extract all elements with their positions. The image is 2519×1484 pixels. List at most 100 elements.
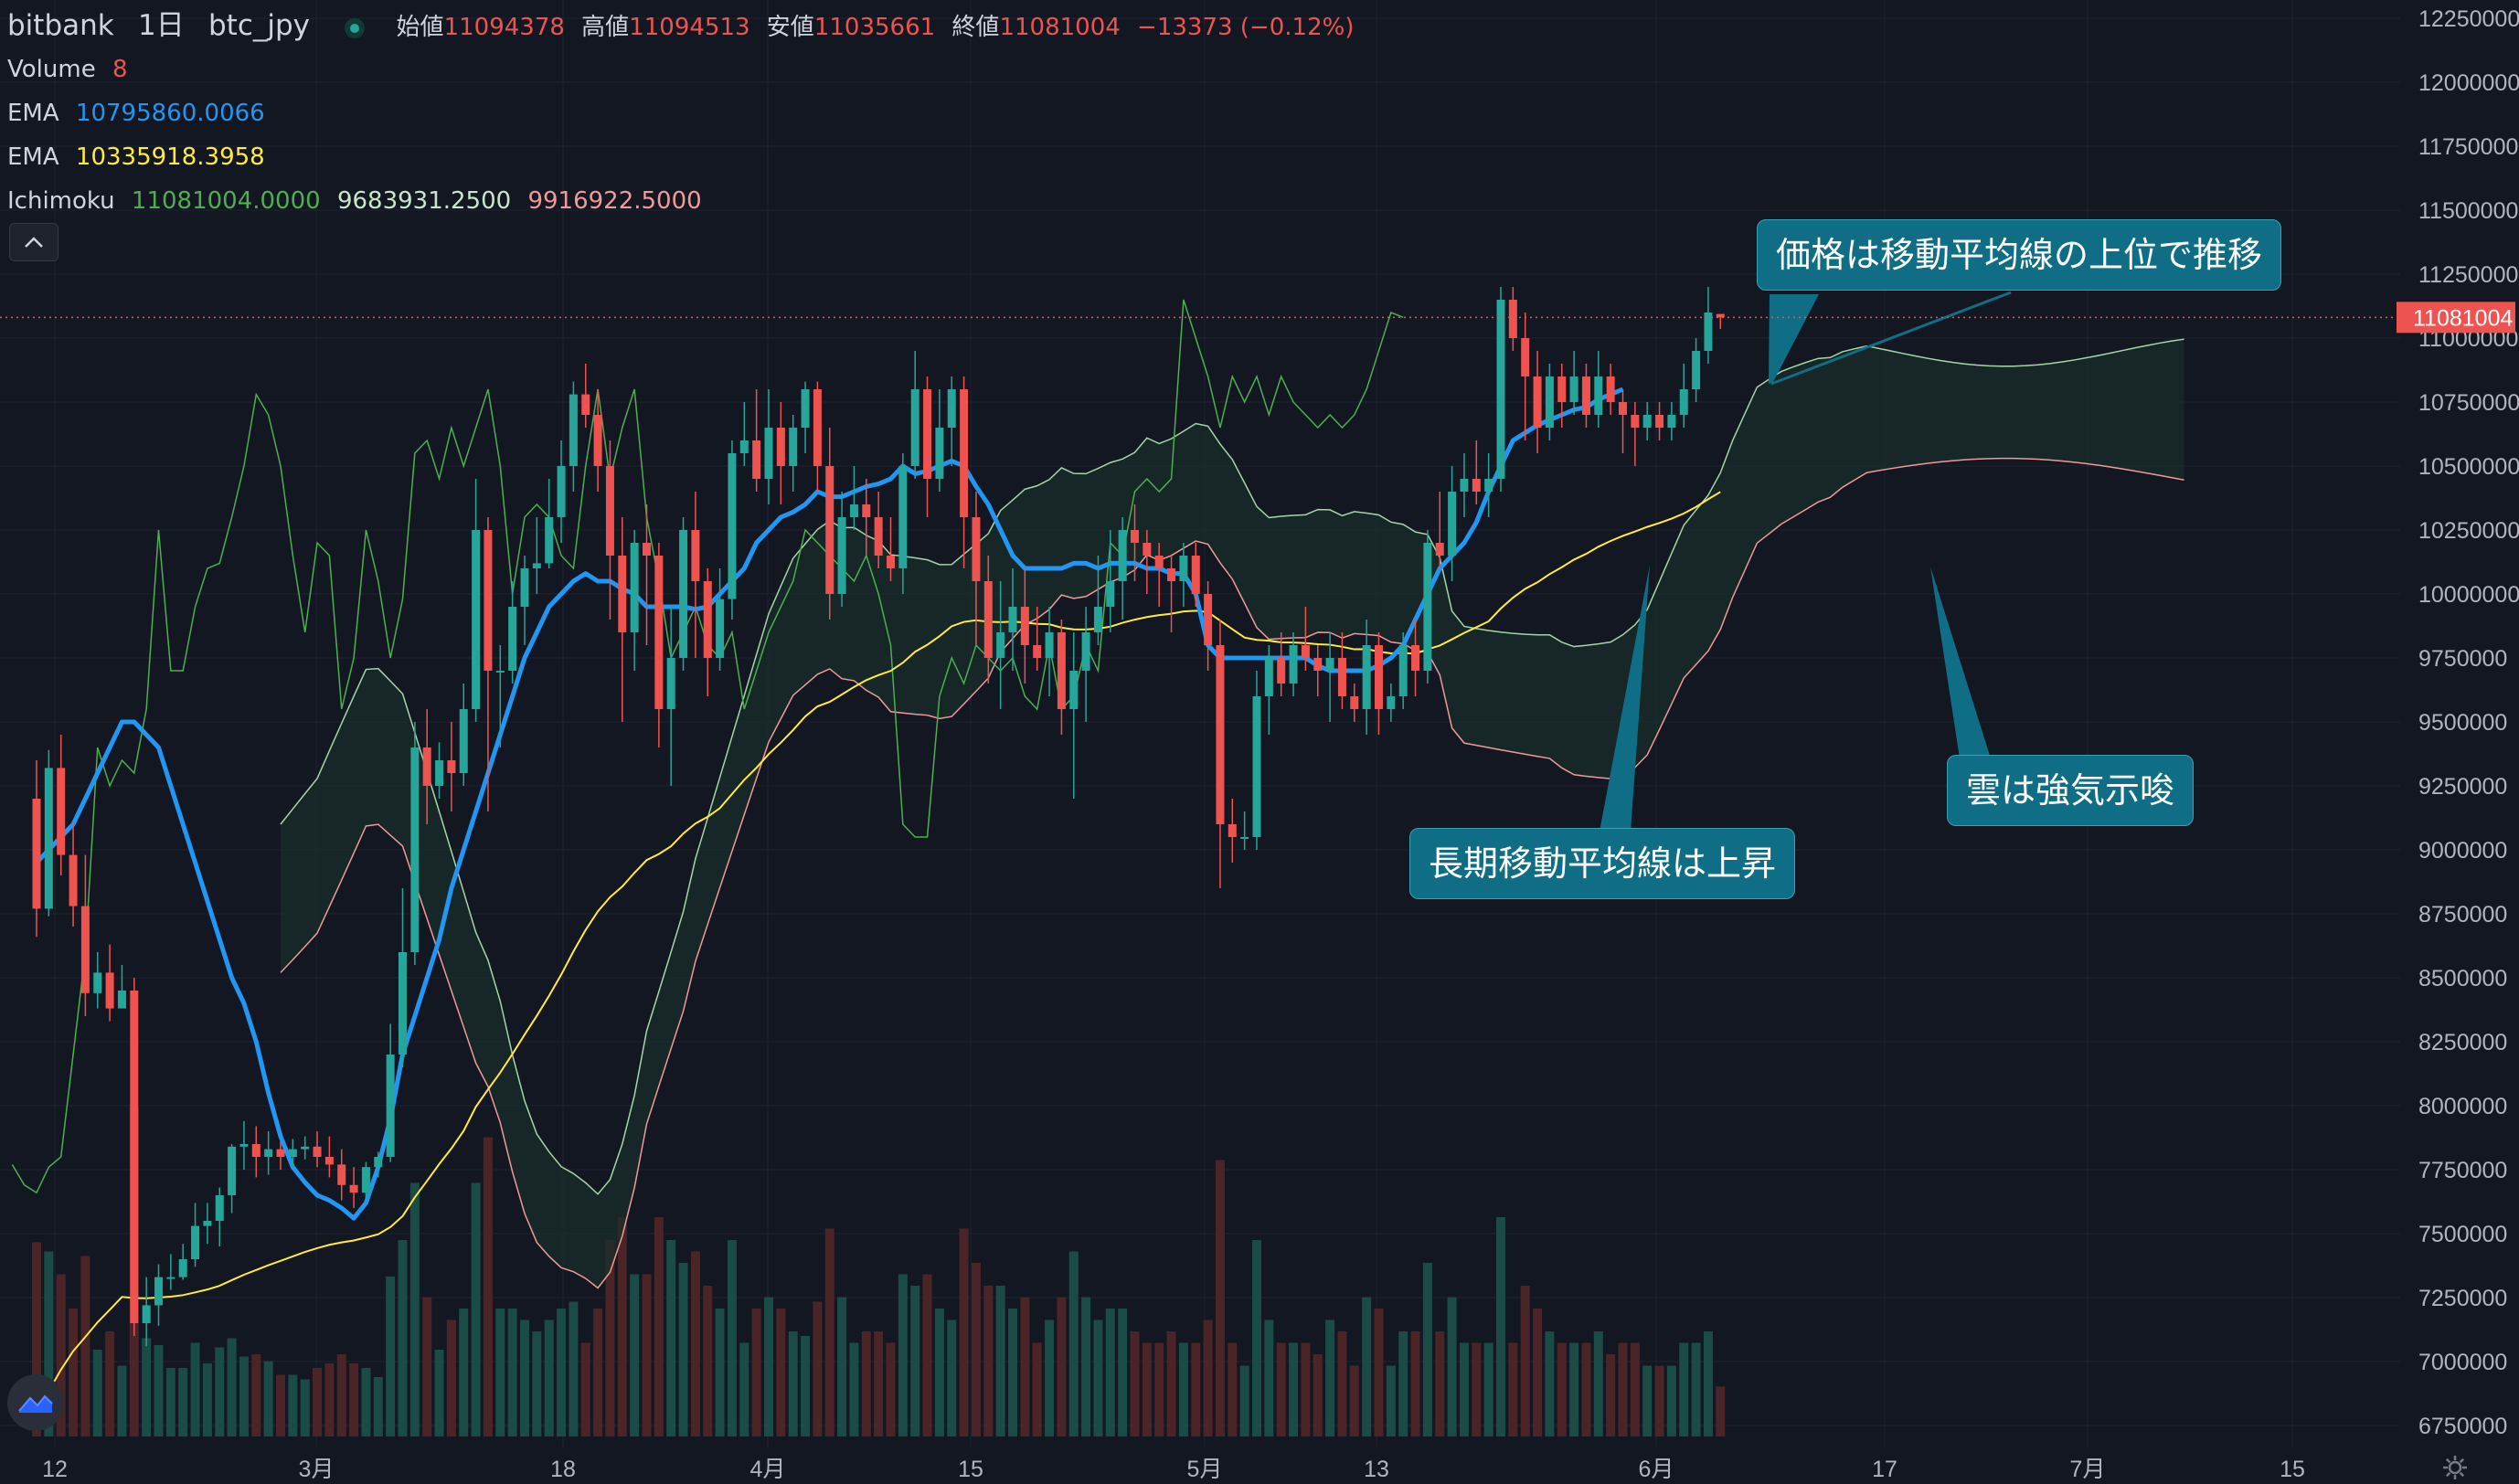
time-tick-label: 13 <box>1364 1457 1389 1482</box>
volume-bar <box>1301 1342 1311 1436</box>
candle <box>1533 351 1542 453</box>
candle <box>887 517 895 581</box>
candle <box>1057 620 1066 735</box>
candle <box>1619 389 1627 453</box>
candle <box>618 517 627 722</box>
volume-bar <box>1679 1342 1689 1436</box>
candle <box>898 453 908 594</box>
volume-bar <box>617 1217 627 1436</box>
time-tick-label: 6月 <box>1639 1457 1674 1482</box>
time-tick-label: 12 <box>42 1457 68 1482</box>
candle <box>1545 364 1554 440</box>
callout-long-ma-rising[interactable]: 長期移動平均線は上昇 <box>1409 828 1796 899</box>
price-tick-label: 9250000 <box>2418 774 2507 800</box>
low-label: 安値 <box>766 14 814 41</box>
volume-bar <box>1032 1342 1042 1436</box>
candle <box>581 364 590 428</box>
volume-bar <box>874 1331 884 1436</box>
volume-bar <box>471 1182 481 1436</box>
ema-fast-legend-row[interactable]: EMA 10795860.0066 <box>7 91 1363 135</box>
callout-cloud-bullish[interactable]: 雲は強気示唆 <box>1947 755 2195 826</box>
candle <box>643 504 651 645</box>
candle <box>1093 556 1102 645</box>
volume-bar <box>190 1342 200 1436</box>
volume-bar <box>1533 1309 1543 1436</box>
candle <box>276 1141 285 1170</box>
candle <box>1704 287 1713 364</box>
volume-bar <box>934 1309 944 1436</box>
volume-bar <box>178 1368 188 1436</box>
volume-bar <box>1386 1365 1396 1436</box>
volume-bar <box>1557 1342 1567 1436</box>
time-tick-label: 18 <box>550 1457 576 1482</box>
legend-collapse-button[interactable] <box>9 223 58 261</box>
volume-bar <box>276 1374 285 1436</box>
candle <box>1642 402 1652 440</box>
candle <box>1508 287 1517 351</box>
volume-bar <box>386 1277 396 1436</box>
ema-slow-legend-row[interactable]: EMA 10335918.3958 <box>7 135 1363 179</box>
time-tick-label: 15 <box>2280 1457 2305 1482</box>
candle <box>288 1139 297 1168</box>
volume-bar <box>971 1263 981 1436</box>
volume-bar <box>813 1301 823 1436</box>
volume-bar <box>837 1297 847 1436</box>
volume-bar <box>654 1217 664 1436</box>
candle <box>947 376 956 466</box>
candle <box>1118 517 1127 620</box>
volume-bar <box>92 1350 102 1436</box>
pointer-price-line <box>1770 291 2012 386</box>
volume-legend-row[interactable]: Volume 8 <box>7 48 1363 91</box>
price-tick-label: 9750000 <box>2418 646 2507 672</box>
candle <box>1569 351 1578 415</box>
volume-bar <box>1289 1342 1299 1436</box>
volume-bar <box>1618 1342 1628 1436</box>
candle <box>1581 364 1590 428</box>
candle <box>374 1151 383 1178</box>
time-axis[interactable]: 12 3月 18 4月 15 5月 13 6月 17 7月 15 <box>0 1447 2400 1484</box>
volume-bar <box>1496 1217 1505 1436</box>
candle <box>679 517 688 671</box>
candle <box>142 1277 151 1347</box>
exchange-name[interactable]: bitbank <box>7 9 114 42</box>
symbol-name[interactable]: btc_jpy <box>208 9 311 42</box>
candle <box>324 1136 334 1178</box>
ichimoku-value-2: 9683931.2500 <box>336 187 512 215</box>
candle <box>105 944 114 1022</box>
volume-bar <box>715 1309 725 1436</box>
volume-bar <box>165 1368 175 1436</box>
candle <box>1692 338 1701 402</box>
high-value: 11094513 <box>629 14 750 41</box>
volume-bar <box>520 1320 529 1436</box>
settings-gear-icon[interactable] <box>2442 1455 2468 1480</box>
candle <box>874 492 883 568</box>
price-tick-label: 12250000 <box>2418 6 2519 32</box>
chevron-up-icon <box>25 237 43 248</box>
ichimoku-legend-row[interactable]: Ichimoku 11081004.0000 9683931.2500 9916… <box>7 179 1363 223</box>
volume-bar <box>1593 1331 1603 1436</box>
volume-bar <box>434 1350 444 1436</box>
price-axis[interactable]: 12250000 12000000 11750000 11500000 11250000… <box>2397 0 2519 1484</box>
candle <box>910 351 919 479</box>
candle <box>1448 466 1457 581</box>
volume-bar <box>764 1297 773 1436</box>
volume-bar <box>361 1368 371 1436</box>
candle <box>361 1161 370 1198</box>
candle <box>1216 620 1225 888</box>
candle <box>1472 440 1481 504</box>
pointer-price <box>1769 294 1819 384</box>
volume-bar <box>569 1301 579 1436</box>
volume-bar <box>288 1374 298 1436</box>
interval-label[interactable]: 1日 <box>138 9 185 42</box>
tradingview-logo[interactable] <box>7 1374 64 1431</box>
last-price-badge <box>2397 302 2515 334</box>
volume-label: Volume <box>7 56 96 83</box>
candle <box>1484 453 1493 517</box>
candle <box>1179 543 1188 607</box>
callout-price-above-ma[interactable]: 価格は移動平均線の上位で推移 <box>1757 219 2282 291</box>
volume-bar <box>80 1256 90 1436</box>
candle <box>178 1244 187 1280</box>
volume-bar <box>227 1338 237 1436</box>
volume-bar <box>1093 1320 1103 1436</box>
